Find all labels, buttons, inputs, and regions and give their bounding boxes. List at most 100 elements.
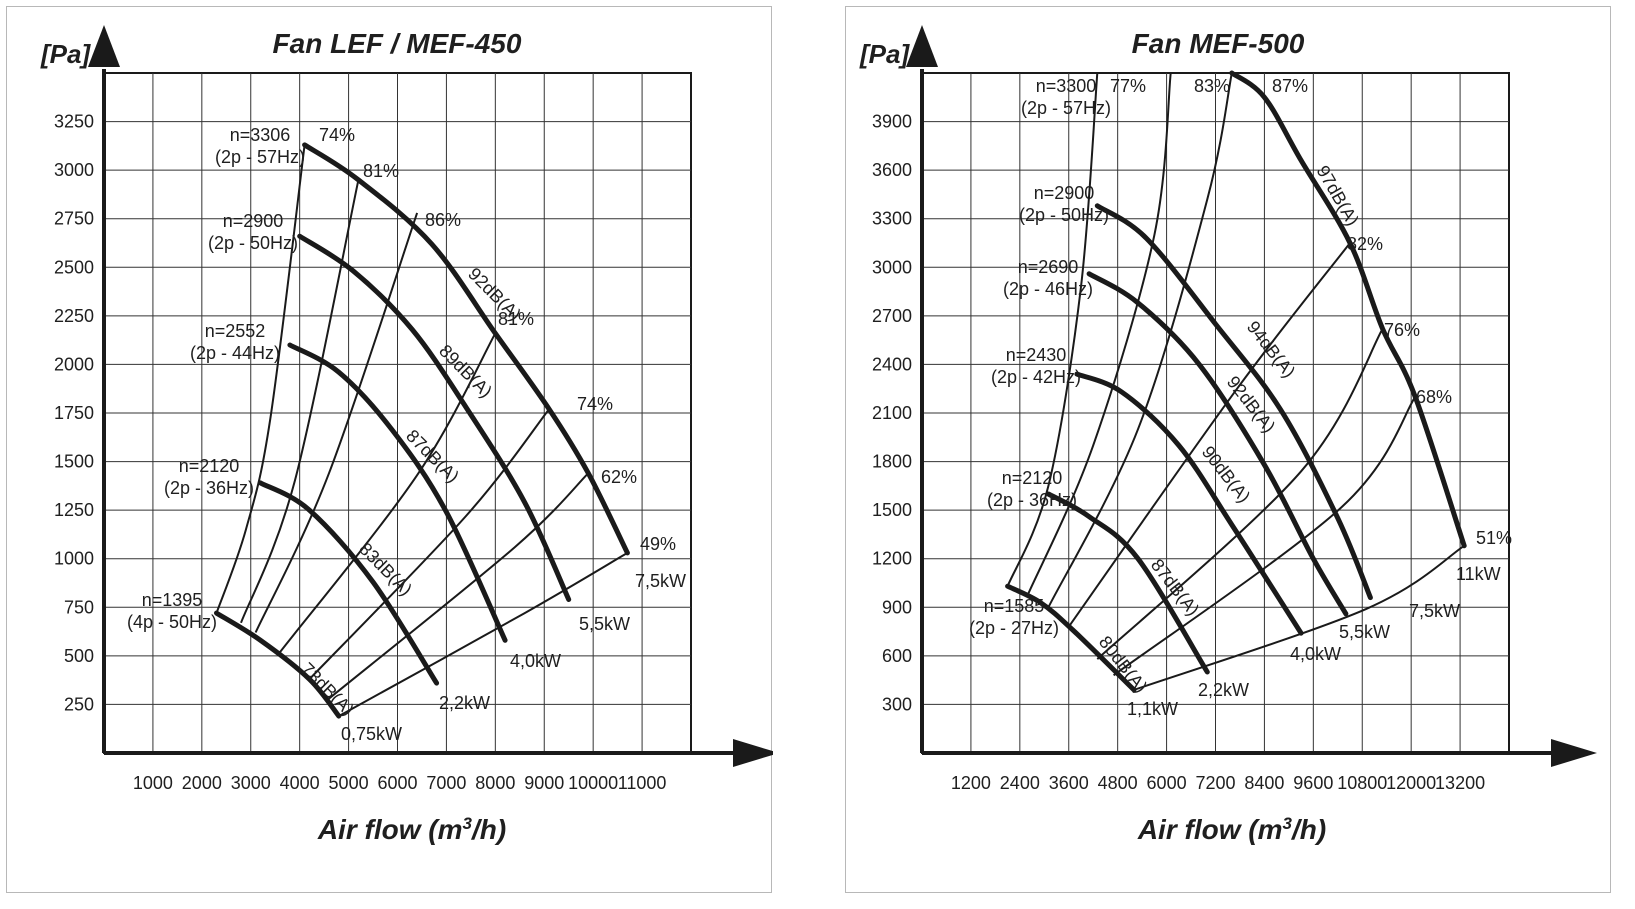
speed-curve-label: n=3300 (2p - 57Hz) <box>1021 76 1111 118</box>
x-tick-label: 13200 <box>1435 773 1485 793</box>
y-tick-label: 1800 <box>872 452 912 472</box>
y-axis-unit: [Pa] <box>40 39 91 69</box>
y-tick-label: 500 <box>64 646 94 666</box>
speed-curve <box>258 480 440 686</box>
x-tick-label: 10000 <box>568 773 618 793</box>
speed-curve-label: n=1395 (4p - 50Hz) <box>127 590 217 632</box>
x-tick-label: 8400 <box>1244 773 1284 793</box>
efficiency-line <box>279 332 497 653</box>
speed-curve <box>1005 583 1137 693</box>
speed-curve-label: n=2120 (2p - 36Hz) <box>987 468 1077 510</box>
speed-curve <box>1094 203 1373 601</box>
x-tick-label: 1200 <box>951 773 991 793</box>
efficiency-label: 82% <box>1347 234 1383 254</box>
power-label: 11kW <box>1456 564 1501 584</box>
x-axis-label: Air flow (m3/h) <box>1137 814 1326 845</box>
power-label: 4,0kW <box>510 651 561 671</box>
y-tick-label: 1500 <box>872 500 912 520</box>
y-tick-label: 300 <box>882 694 912 714</box>
x-axis-arrow <box>1551 739 1597 767</box>
x-tick-label: 6000 <box>1147 773 1187 793</box>
x-axis-arrow <box>733 739 773 767</box>
speed-curve <box>214 610 342 719</box>
efficiency-line <box>240 179 360 624</box>
efficiency-line <box>1133 544 1465 691</box>
x-tick-label: 5000 <box>329 773 369 793</box>
y-tick-label: 3250 <box>54 112 94 132</box>
power-label: 1,1kW <box>1127 699 1178 719</box>
chart-panel-lef-mef-450: 1000 2000 3000 4000 5000 6000 7000 8000 9000 1000… <box>6 6 773 893</box>
y-tick-label: 250 <box>64 694 94 714</box>
x-tick-label: 6000 <box>377 773 417 793</box>
efficiency-label: 62% <box>601 467 637 487</box>
power-label: 7,5kW <box>1409 601 1460 621</box>
chart-title: Fan MEF-500 <box>1132 28 1305 59</box>
efficiency-line <box>254 212 419 633</box>
x-tick-label: 2000 <box>182 773 222 793</box>
speed-curve <box>1045 491 1210 675</box>
y-tick-label: 2250 <box>54 306 94 326</box>
speed-curve <box>302 142 630 556</box>
efficiency-line <box>308 408 550 680</box>
efficiency-line <box>1096 328 1384 660</box>
y-tick-label: 1500 <box>54 452 94 472</box>
power-label: 4,0kW <box>1290 644 1341 664</box>
x-tick-label: 3600 <box>1049 773 1089 793</box>
y-tick-label: 1200 <box>872 549 912 569</box>
speed-curve <box>1086 271 1349 617</box>
y-axis-arrow <box>906 25 938 67</box>
x-tick-label: 9000 <box>524 773 564 793</box>
x-tick-label: 4800 <box>1098 773 1138 793</box>
power-label: 7,5kW <box>635 571 686 591</box>
fan-chart-mef-500: 1200 2400 3600 4800 6000 7200 8400 9600 10800120… <box>859 25 1597 845</box>
power-label: 2,2kW <box>439 693 490 713</box>
y-tick-label: 3300 <box>872 209 912 229</box>
x-tick-label: 1000 <box>133 773 173 793</box>
efficiency-line <box>1047 72 1233 608</box>
noise-label: 90dB(A) <box>1198 442 1254 506</box>
efficiency-line <box>215 144 306 614</box>
x-tick-label: 3000 <box>231 773 271 793</box>
y-tick-label: 3900 <box>872 112 912 132</box>
chart-title: Fan LEF / MEF-450 <box>273 28 522 59</box>
x-tick-label: 9600 <box>1293 773 1333 793</box>
efficiency-line <box>338 552 628 717</box>
chart-panel-mef-500: 1200 2400 3600 4800 6000 7200 8400 9600 10800 120… <box>845 6 1611 893</box>
power-label: 5,5kW <box>579 614 630 634</box>
noise-label: 80dB(A) <box>1095 632 1151 696</box>
y-tick-label: 2700 <box>872 306 912 326</box>
y-tick-label: 3600 <box>872 160 912 180</box>
x-tick-label: 2400 <box>1000 773 1040 793</box>
efficiency-label: 76% <box>1384 320 1420 340</box>
y-tick-label: 900 <box>882 597 912 617</box>
efficiency-label: 83% <box>1194 76 1230 96</box>
y-tick-label: 600 <box>882 646 912 666</box>
speed-curve-label: n=2552 (2p - 44Hz) <box>190 321 280 363</box>
power-label: 2,2kW <box>1198 680 1249 700</box>
y-tick-label: 1750 <box>54 403 94 423</box>
power-label: 0,75kW <box>341 724 402 744</box>
efficiency-label: 81% <box>498 309 534 329</box>
noise-label: 92dB(A) <box>1223 372 1279 436</box>
power-label: 5,5kW <box>1339 622 1390 642</box>
speed-curve-label: n=3306 (2p - 57Hz) <box>215 125 305 167</box>
speed-curve <box>297 233 572 602</box>
efficiency-line <box>1113 396 1417 677</box>
speed-curve-label: n=1585 (2p - 27Hz) <box>969 596 1059 638</box>
x-tick-label: 7200 <box>1195 773 1235 793</box>
x-tick-label: 12000 <box>1386 773 1436 793</box>
efficiency-label: 86% <box>425 210 461 230</box>
efficiency-label: 74% <box>319 125 355 145</box>
speed-curve-label: n=2900 (2p - 50Hz) <box>208 211 298 253</box>
efficiency-label: 51% <box>1476 528 1512 548</box>
y-tick-label: 2500 <box>54 257 94 277</box>
efficiency-label: 74% <box>577 394 613 414</box>
y-tick-label: 1000 <box>54 549 94 569</box>
x-tick-label: 4000 <box>280 773 320 793</box>
y-tick-label: 2750 <box>54 209 94 229</box>
speed-curve-label: n=2120 (2p - 36Hz) <box>164 456 254 498</box>
y-tick-label: 1250 <box>54 500 94 520</box>
y-tick-label: 2100 <box>872 403 912 423</box>
x-tick-label: 7000 <box>426 773 466 793</box>
y-axis-unit: [Pa] <box>859 39 910 69</box>
